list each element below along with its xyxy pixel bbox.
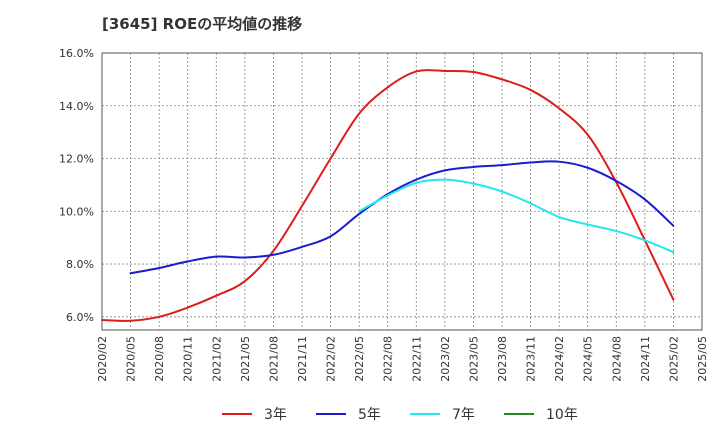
x-tick-label: 2020/02 (96, 336, 109, 382)
plot-area (102, 53, 702, 330)
legend-label: 7年 (452, 407, 475, 423)
x-tick-label: 2021/11 (296, 336, 309, 382)
legend-item-3年[interactable]: 3年 (222, 407, 287, 423)
x-tick-label: 2023/08 (496, 336, 509, 382)
x-tick-label: 2024/08 (610, 336, 623, 382)
x-tick-label: 2020/11 (182, 336, 195, 382)
series-line-3年 (101, 69, 675, 322)
x-tick-label: 2025/02 (667, 336, 680, 382)
x-tick-label: 2024/11 (639, 336, 652, 382)
x-tick-label: 2021/08 (267, 336, 280, 382)
x-tick-label: 2020/08 (153, 336, 166, 382)
legend-label: 3年 (264, 407, 287, 423)
x-tick-label: 2022/11 (410, 336, 423, 382)
legend-label: 10年 (546, 407, 578, 423)
series-line-7年 (358, 178, 675, 254)
y-tick-label: 12.0% (59, 153, 94, 166)
x-tick-label: 2024/02 (553, 336, 566, 382)
legend[interactable]: 3年 5年 7年 10年 (222, 407, 578, 423)
x-tick-label: 2021/05 (239, 336, 252, 382)
y-tick-label: 14.0% (59, 100, 94, 113)
x-tick-label: 2024/05 (582, 336, 595, 382)
y-tick-label: 16.0% (59, 47, 94, 60)
x-tick-label: 2020/05 (125, 336, 138, 382)
y-tick-label: 6.0% (66, 311, 94, 324)
x-tick-label: 2023/11 (525, 336, 538, 382)
x-tick-label: 2021/02 (210, 336, 223, 382)
y-tick-label: 10.0% (59, 205, 94, 218)
x-tick-label: 2023/05 (467, 336, 480, 382)
legend-label: 5年 (358, 407, 381, 423)
x-axis-ticks: 2020/02 2020/05 2020/08 2020/11 2021/02 2021/… (96, 336, 709, 382)
legend-item-10年[interactable]: 10年 (504, 407, 578, 423)
x-tick-label: 2022/02 (325, 336, 338, 382)
series-line-5年 (129, 160, 675, 275)
plot-border (101, 52, 703, 331)
x-tick-label: 2022/08 (382, 336, 395, 382)
legend-item-7年[interactable]: 7年 (410, 407, 475, 423)
series-lines (101, 69, 675, 322)
chart-title: [3645] ROEの平均値の推移 (102, 15, 303, 33)
x-tick-label: 2022/05 (353, 336, 366, 382)
y-axis-ticks: 6.0% 8.0% 10.0% 12.0% 14.0% 16.0% (59, 47, 94, 324)
x-tick-label: 2023/02 (439, 336, 452, 382)
x-tick-label: 2025/05 (696, 336, 709, 382)
y-tick-label: 8.0% (66, 258, 94, 271)
legend-item-5年[interactable]: 5年 (316, 407, 381, 423)
